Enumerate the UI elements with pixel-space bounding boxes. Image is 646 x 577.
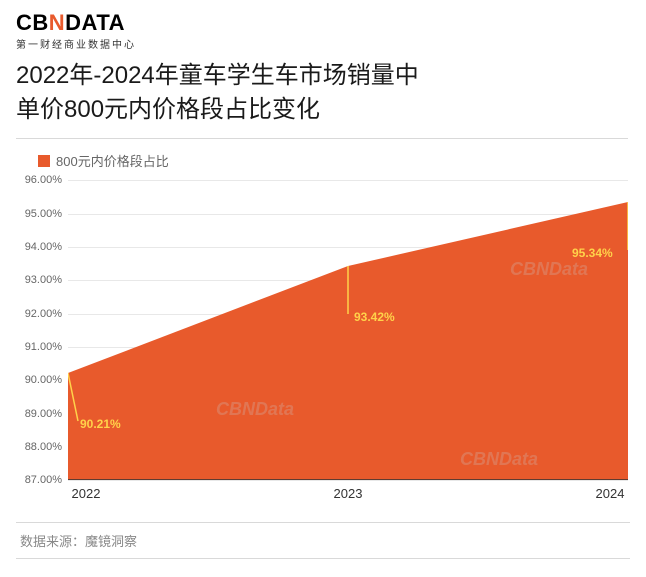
logo-orange: N (49, 10, 65, 35)
title-line-2: 单价800元内价格段占比变化 (16, 93, 630, 127)
legend-label: 800元内价格段占比 (56, 151, 169, 170)
legend: 800元内价格段占比 (38, 151, 628, 170)
x-tick-label: 2023 (334, 486, 363, 501)
value-label: 90.21% (80, 417, 121, 431)
y-tick-label: 93.00% (25, 274, 62, 286)
area-fill (68, 202, 628, 480)
chart-title: 2022年-2024年童车学生车市场销量中 单价800元内价格段占比变化 (16, 59, 630, 126)
y-tick-label: 89.00% (25, 408, 62, 420)
logo-subtitle: 第一财经商业数据中心 (16, 36, 630, 51)
y-tick-label: 94.00% (25, 241, 62, 253)
y-tick-label: 88.00% (25, 441, 62, 453)
y-tick-label: 95.00% (25, 208, 62, 220)
y-tick-label: 96.00% (25, 174, 62, 186)
logo-block: CBNDATA 第一财经商业数据中心 (16, 12, 630, 51)
x-tick-label: 2024 (596, 486, 625, 501)
title-line-1: 2022年-2024年童车学生车市场销量中 (16, 59, 630, 93)
x-axis: 2022 2023 2024 (68, 480, 628, 510)
legend-swatch (38, 155, 50, 167)
logo-suffix: DATA (65, 10, 125, 35)
value-label: 93.42% (354, 310, 395, 324)
source-row: 数据来源：魔镜洞察 (16, 522, 630, 559)
y-tick-label: 87.00% (25, 474, 62, 486)
y-axis: 87.00%88.00%89.00%90.00%91.00%92.00%93.0… (16, 180, 68, 480)
chart-area: 800元内价格段占比 87.00% 88.00% 89.00% 90.00% 91.00… (16, 138, 628, 518)
svg-area: 90.21% 93.42% 95.34% (68, 180, 628, 480)
source-label: 数据来源：魔镜洞察 (20, 534, 137, 549)
plot-region: 87.00%88.00%89.00%90.00%91.00%92.00%93.0… (16, 180, 628, 480)
y-tick-label: 91.00% (25, 341, 62, 353)
value-label: 95.34% (572, 246, 613, 260)
y-tick-label: 90.00% (25, 374, 62, 386)
logo-main: CBNDATA (16, 12, 630, 34)
x-tick-label: 2022 (72, 486, 101, 501)
y-tick-label: 92.00% (25, 308, 62, 320)
logo-prefix: CB (16, 10, 49, 35)
area-chart-svg (68, 180, 628, 480)
